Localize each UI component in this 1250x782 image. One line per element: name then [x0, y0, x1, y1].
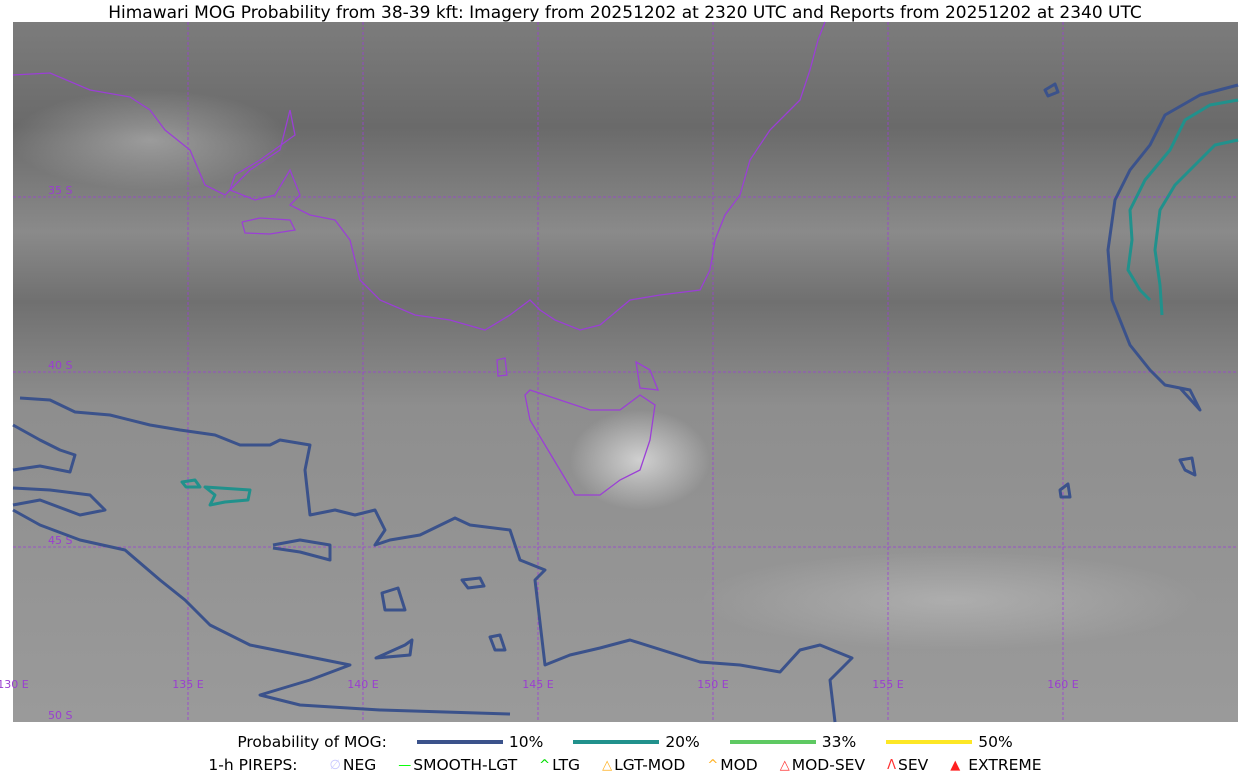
contour-10pct	[1043, 82, 1060, 98]
pirep-legend-title: 1-h PIREPS:	[208, 756, 298, 774]
pirep-smooth-lgt-label: SMOOTH-LGT	[413, 756, 518, 774]
probability-legend: Probability of MOG: 10% 20% 33% 50%	[0, 733, 1250, 751]
chart-title: Himawari MOG Probability from 38-39 kft:…	[108, 3, 1142, 23]
contour-10pct	[1058, 482, 1072, 499]
pirep-lgt-mod-label: LGT-MOD	[614, 756, 686, 774]
flinders-island	[635, 360, 660, 391]
extreme-icon: ▲	[950, 757, 961, 773]
lon-label: 135 E	[172, 678, 203, 691]
contour-20pct	[1126, 98, 1239, 302]
probability-legend-title: Probability of MOG:	[237, 733, 387, 751]
tasmania-coastline	[524, 389, 656, 496]
lon-label: 155 E	[872, 678, 903, 691]
coastlines	[12, 21, 826, 496]
king-island	[496, 357, 508, 377]
contour-20pct	[180, 478, 202, 489]
contour-10pct	[12, 508, 511, 716]
ltg-icon: ^	[539, 757, 551, 773]
sev-icon: Λ	[887, 757, 896, 773]
pirep-sev-label: SEV	[897, 756, 929, 774]
lgt-mod-icon: △	[602, 757, 613, 773]
swatch-50pct	[886, 740, 973, 744]
contour-10pct	[12, 423, 77, 474]
swatch-20pct	[573, 740, 660, 744]
probability-contours	[12, 82, 1239, 723]
lat-label: 40 S	[48, 359, 72, 372]
lon-label: 130 E	[0, 678, 29, 691]
lon-label: 145 E	[522, 678, 553, 691]
kangaroo-island	[241, 217, 296, 235]
legend-50pct: 50%	[978, 733, 1013, 751]
pirep-legend: 1-h PIREPS: ∅ NEG — SMOOTH-LGT ^ LTG △ LGT-M…	[0, 756, 1250, 774]
lon-label: 160 E	[1047, 678, 1078, 691]
mod-sev-icon: △	[779, 757, 790, 773]
contour-10pct	[19, 396, 854, 723]
pirep-ltg-label: LTG	[552, 756, 581, 774]
neg-icon: ∅	[329, 757, 341, 773]
satellite-map: 130 E 135 E 140 E 145 E 150 E 155 E 160 E 35 S 4…	[0, 21, 1239, 723]
smooth-lgt-icon: —	[398, 757, 412, 773]
lon-label: 140 E	[347, 678, 378, 691]
graticule	[13, 22, 1238, 722]
cloud-band	[700, 550, 1200, 650]
cloud-band	[10, 90, 290, 190]
contour-10pct	[488, 633, 507, 652]
contour-10pct	[272, 538, 332, 562]
swatch-10pct	[416, 740, 503, 744]
lat-label: 35 S	[48, 184, 72, 197]
lat-label: 50 S	[48, 709, 72, 722]
australia-coastline	[12, 21, 826, 331]
contour-10pct	[380, 586, 407, 612]
pirep-mod-label: MOD	[720, 756, 758, 774]
mod-icon: ^	[707, 757, 719, 773]
contour-10pct	[374, 638, 414, 660]
contour-10pct	[460, 576, 486, 590]
legend-10pct: 10%	[508, 733, 544, 751]
contour-10pct	[12, 486, 107, 517]
contour-10pct	[1178, 456, 1197, 477]
contour-20pct	[1153, 138, 1239, 316]
contour-10pct	[1106, 83, 1239, 412]
pirep-neg-label: NEG	[342, 756, 377, 774]
graticule-labels: 130 E 135 E 140 E 145 E 150 E 155 E 160 E 35 S 4…	[0, 184, 1079, 722]
legend-20pct: 20%	[665, 733, 700, 751]
contour-20pct	[203, 485, 252, 507]
pirep-mod-sev-label: MOD-SEV	[791, 756, 866, 774]
lon-label: 150 E	[697, 678, 728, 691]
legend-33pct: 33%	[821, 733, 857, 751]
swatch-33pct	[729, 740, 816, 744]
bright-cloud	[570, 410, 710, 510]
pirep-extreme-label: EXTREME	[968, 756, 1042, 774]
lat-label: 45 S	[48, 534, 72, 547]
